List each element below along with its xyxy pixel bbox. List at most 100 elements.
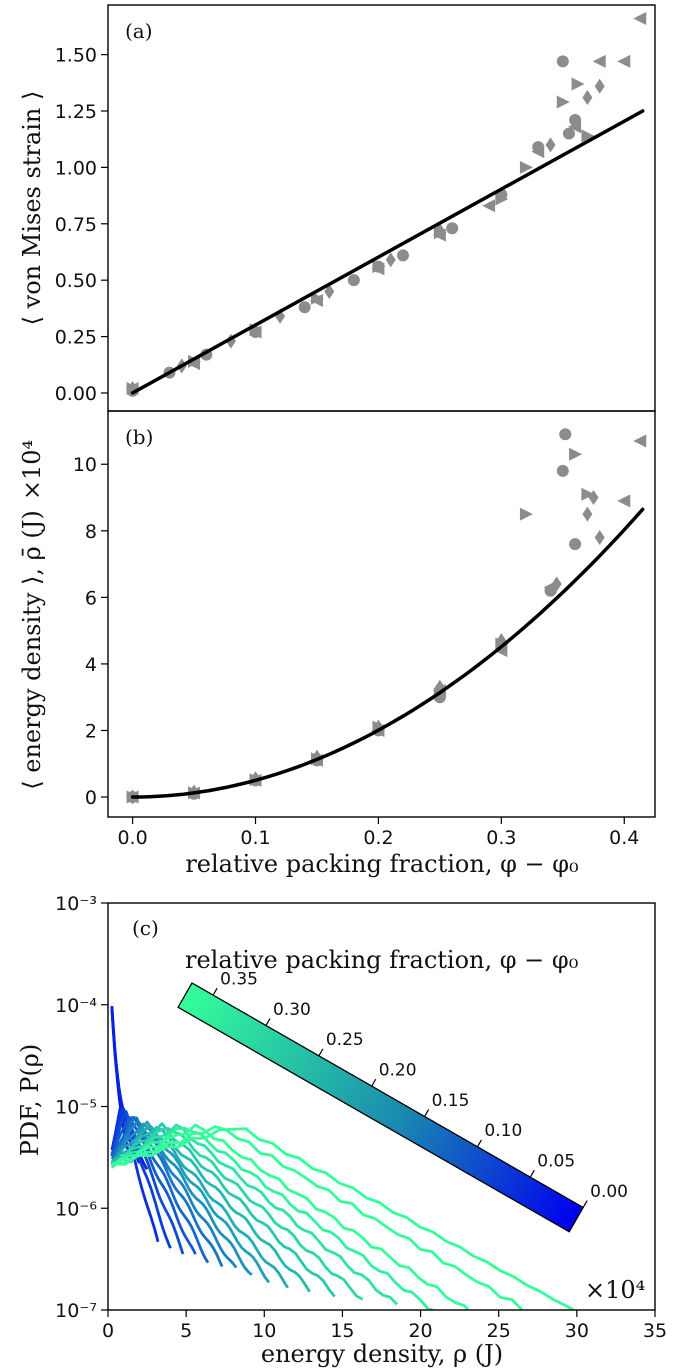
panel-b-xlabel: relative packing fraction, φ − φ₀ <box>185 850 578 878</box>
panel-c-multiplier: ×10⁴ <box>585 1276 645 1304</box>
panel-a-point <box>594 78 605 94</box>
colorbar-title: relative packing fraction, φ − φ₀ <box>185 946 578 974</box>
colorbar-tick-label: 0.15 <box>432 1091 470 1111</box>
panel-b-ytick-label: 2 <box>85 720 97 742</box>
pdf-curve <box>111 1125 525 1310</box>
panel-b-xtick-label: 0.4 <box>609 827 639 849</box>
pdf-curve <box>110 1107 172 1249</box>
panel-a-point <box>581 129 595 143</box>
panel-b-ytick-label: 0 <box>85 787 97 809</box>
panel-a-point <box>545 137 556 153</box>
panel-a-ytick-label: 1.25 <box>55 101 97 123</box>
colorbar-tick-mark <box>371 1078 377 1087</box>
panel-b-point <box>582 506 593 522</box>
panel-b-point <box>569 538 582 551</box>
pdf-curve <box>111 1122 336 1298</box>
panel-a-point <box>617 54 631 68</box>
panel-b-xtick-label: 0.0 <box>117 827 147 849</box>
panel-a-point <box>556 55 569 68</box>
panel-a: 0.00 0.25 0.50 0.75 1.00 1.25 1.50 (a) ⟨ von M… <box>18 4 656 412</box>
panel-a-point <box>482 199 496 213</box>
panel-c-xlabel: energy density, ρ (J) <box>261 1340 503 1368</box>
panel-b-ytick-label: 8 <box>85 521 97 543</box>
panel-c: 0 5 10 15 20 25 30 35 10⁻³ 10⁻⁴ 10⁻⁵ 10⁻⁶ 10⁻⁷ (c) P… <box>16 893 667 1368</box>
colorbar-tick-mark <box>529 1169 535 1178</box>
panel-a-point <box>324 283 335 299</box>
panel-b-multiplier: ×10⁴ <box>18 440 46 500</box>
panel-b: 0 2 4 6 8 10 0.0 0.1 0.2 0.3 0.4 (b) ⟨ energy dens… <box>18 410 656 878</box>
panel-a-letter: (a) <box>125 19 153 43</box>
panel-c-xtick-label: 25 <box>487 1320 511 1342</box>
colorbar-tick-mark <box>318 1048 324 1057</box>
pdf-curve <box>110 1122 253 1276</box>
panel-a-point <box>495 192 509 206</box>
pdf-curve <box>110 1127 437 1310</box>
panel-a-point <box>633 12 647 26</box>
colorbar-tick-mark <box>265 1018 271 1026</box>
panel-a-ytick-label: 1.50 <box>55 45 97 67</box>
panel-a-ytick-label: 0.50 <box>55 270 97 292</box>
panel-c-ylabel: PDF, P(ρ) <box>16 1044 44 1157</box>
panel-b-point <box>633 434 647 448</box>
panel-b-point <box>617 494 631 508</box>
colorbar-tick-label: 0.25 <box>326 1030 364 1050</box>
panel-b-ylabel: ⟨ energy density ⟩, ρ̄ (J) <box>18 510 46 789</box>
panel-a-fit-line <box>130 109 645 395</box>
colorbar-tick-mark <box>582 1200 588 1208</box>
colorbar-gradient <box>177 982 585 1233</box>
panel-b-point <box>581 487 595 501</box>
panel-b-ytick-label: 10 <box>73 454 97 476</box>
panel-a-point <box>519 160 533 174</box>
panel-c-xtick-label: 20 <box>408 1320 432 1342</box>
panel-c-ytick-label: 10⁻⁵ <box>55 1097 97 1119</box>
colorbar <box>177 982 585 1233</box>
panel-b-letter: (b) <box>125 425 153 449</box>
pdf-curve <box>110 1125 289 1289</box>
panel-a-point <box>433 226 447 240</box>
panel-c-xtick-label: 5 <box>180 1320 192 1342</box>
panel-c-letter: (c) <box>132 916 159 940</box>
pdf-curve <box>110 1120 271 1284</box>
panel-a-point <box>372 260 386 274</box>
panel-a-frame <box>107 4 656 412</box>
colorbar-tick-mark <box>212 987 218 996</box>
panel-b-fit-curve <box>130 507 645 799</box>
panel-a-point <box>568 120 582 134</box>
panel-a-point <box>310 291 324 305</box>
panel-c-xtick-label: 35 <box>643 1320 667 1342</box>
colorbar-tick-mark <box>476 1139 482 1148</box>
colorbar-tick-label: 0.10 <box>484 1121 522 1141</box>
panel-b-point <box>494 644 508 658</box>
pdf-curve <box>111 1127 364 1301</box>
panel-b-ytick-label: 4 <box>85 654 97 676</box>
panel-c-ytick-label: 10⁻⁷ <box>55 1300 97 1322</box>
panel-b-xtick-label: 0.3 <box>486 827 516 849</box>
pdf-curve <box>110 1116 210 1264</box>
panel-b-point <box>569 447 583 461</box>
panel-b-xtick-label: 0.2 <box>363 827 393 849</box>
pdf-curve <box>111 1126 311 1293</box>
panel-c-xtick-label: 30 <box>565 1320 589 1342</box>
panel-c-xtick-label: 0 <box>102 1320 114 1342</box>
panel-b-point <box>519 507 533 521</box>
pdf-curve <box>110 1115 197 1255</box>
panel-c-xtick-label: 15 <box>330 1320 354 1342</box>
panel-a-point <box>592 54 606 68</box>
panel-c-ytick-label: 10⁻⁴ <box>55 995 97 1017</box>
panel-a-ytick-label: 0.25 <box>55 327 97 349</box>
colorbar-tick-label: 0.30 <box>273 1000 311 1020</box>
colorbar-tick-label: 0.05 <box>537 1151 575 1171</box>
pdf-curve <box>110 1121 238 1269</box>
colorbar-tick-label: 0.00 <box>590 1182 628 1202</box>
panel-a-ytick-label: 0.00 <box>55 383 97 405</box>
pdf-curve <box>111 1127 577 1310</box>
panel-c-ytick-label: 10⁻⁶ <box>55 1198 97 1220</box>
panel-a-point <box>531 145 545 159</box>
pdf-curve <box>110 1110 185 1255</box>
panel-a-point <box>188 354 202 368</box>
panel-a-point <box>298 301 311 314</box>
panel-b-point <box>559 428 572 441</box>
panel-a-point <box>385 252 396 268</box>
panel-c-xtick-label: 10 <box>252 1320 276 1342</box>
